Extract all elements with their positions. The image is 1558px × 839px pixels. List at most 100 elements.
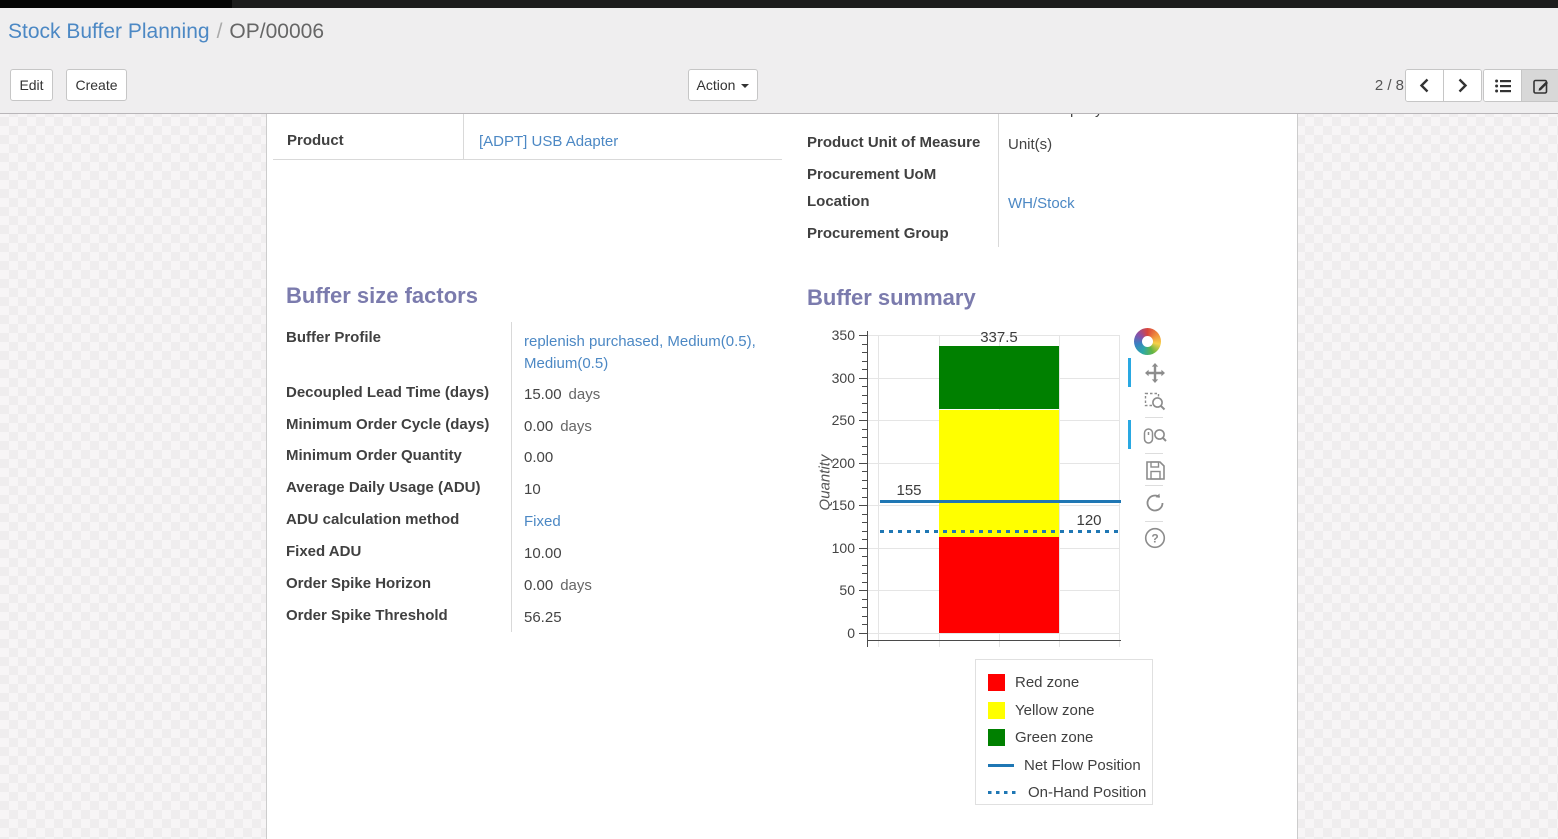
field-separator xyxy=(463,113,464,159)
y-axis-major-tick xyxy=(859,463,867,464)
field-value: 10 xyxy=(524,481,541,498)
chevron-right-icon xyxy=(1458,78,1468,93)
legend-label: Red zone xyxy=(1015,674,1080,692)
action-dropdown-button[interactable]: Action xyxy=(688,69,758,101)
product-value-link[interactable]: [ADPT] USB Adapter xyxy=(479,133,619,150)
y-axis-major-tick xyxy=(859,505,867,506)
y-axis-minor-tick xyxy=(862,565,867,566)
box-zoom-tool-button[interactable] xyxy=(1143,389,1167,413)
breadcrumb-parent-link[interactable]: Stock Buffer Planning xyxy=(8,20,210,43)
form-sheet: YourCompany Product [ADPT] USB Adapter P… xyxy=(266,113,1298,839)
y-axis-minor-tick xyxy=(862,539,867,540)
wheel-zoom-icon xyxy=(1143,428,1167,444)
y-axis-minor-tick xyxy=(862,446,867,447)
save-tool-button[interactable] xyxy=(1143,458,1167,482)
y-axis-minor-tick xyxy=(862,522,867,523)
toolbar-divider xyxy=(1145,453,1163,454)
svg-text:?: ? xyxy=(1151,532,1158,546)
field-value: 0.00 days xyxy=(524,577,592,594)
pager-next-button[interactable] xyxy=(1443,70,1481,101)
list-view-icon xyxy=(1494,79,1511,92)
chevron-left-icon xyxy=(1419,78,1429,93)
field-label: Procurement Group xyxy=(807,225,949,242)
form-view-button[interactable] xyxy=(1521,70,1558,101)
breadcrumb-current: OP/00006 xyxy=(229,20,324,43)
field-label: Location xyxy=(807,193,870,210)
gridline xyxy=(868,633,1119,634)
list-view-button[interactable] xyxy=(1484,70,1521,101)
y-axis-minor-tick xyxy=(862,599,867,600)
bokeh-logo-icon[interactable] xyxy=(1134,328,1161,355)
pan-icon xyxy=(1145,363,1165,383)
field-label: Minimum Order Cycle (days) xyxy=(286,416,490,433)
field-value[interactable]: Fixed xyxy=(524,513,561,530)
breadcrumb: Stock Buffer Planning / OP/00006 xyxy=(8,20,324,44)
y-axis-tick-label: 50 xyxy=(839,582,855,598)
y-axis-tick-label: 100 xyxy=(831,540,855,556)
y-axis-minor-tick xyxy=(862,624,867,625)
y-axis-minor-tick xyxy=(862,607,867,608)
y-axis-minor-tick xyxy=(862,480,867,481)
edit-button[interactable]: Edit xyxy=(10,69,53,101)
field-label: Fixed ADU xyxy=(286,543,362,560)
y-axis-minor-tick xyxy=(862,488,867,489)
wheel-zoom-active-indicator xyxy=(1128,420,1131,449)
net-flow-position-line xyxy=(880,500,1121,503)
y-axis-minor-tick xyxy=(862,361,867,362)
y-axis-minor-tick xyxy=(862,582,867,583)
field-value: 15.00 days xyxy=(524,386,601,403)
red-zone-bar xyxy=(939,537,1059,633)
field-label: Minimum Order Quantity xyxy=(286,447,462,464)
legend-label: Green zone xyxy=(1015,729,1094,747)
y-axis-minor-tick xyxy=(862,429,867,430)
field-label: Procurement UoM xyxy=(807,166,937,183)
chevron-down-icon xyxy=(741,84,750,89)
y-axis-minor-tick xyxy=(862,471,867,472)
legend-box-swatch xyxy=(988,701,1005,719)
pan-tool-button[interactable] xyxy=(1143,361,1167,385)
reset-icon xyxy=(1146,493,1164,512)
wheel-zoom-tool-button[interactable] xyxy=(1143,424,1167,448)
field-value: 56.25 xyxy=(524,609,562,626)
field-value[interactable]: replenish purchased, Medium(0.5), Medium… xyxy=(524,333,756,372)
toolbar-divider xyxy=(1145,485,1163,486)
reset-tool-button[interactable] xyxy=(1143,491,1167,515)
zone-boundary-label: 337.5 xyxy=(980,328,1018,346)
y-axis-tick-label: 0 xyxy=(847,625,855,641)
field-label: Order Spike Threshold xyxy=(286,607,448,624)
create-button[interactable]: Create xyxy=(66,69,127,101)
legend-item: Net Flow Position xyxy=(988,752,1152,780)
y-axis-major-tick xyxy=(859,633,867,634)
field-separator xyxy=(511,322,512,632)
y-axis-major-tick xyxy=(859,548,867,549)
y-axis-minor-tick xyxy=(862,616,867,617)
company-field-partial: YourCompany xyxy=(1008,113,1103,121)
legend-box-swatch xyxy=(988,729,1005,747)
field-value: 10.00 xyxy=(524,545,562,562)
field-value[interactable]: WH/Stock xyxy=(1008,195,1075,212)
field-label: Buffer Profile xyxy=(286,329,382,346)
save-icon xyxy=(1145,460,1165,480)
gridline xyxy=(1059,335,1060,647)
field-label: Product Unit of Measure xyxy=(807,134,981,151)
y-axis-minor-tick xyxy=(862,531,867,532)
gridline xyxy=(1119,335,1120,647)
pager-previous-button[interactable] xyxy=(1406,70,1443,101)
gridline xyxy=(878,335,879,647)
buffer-summary-chart: 050100150200250300350112.5262.5337.51551… xyxy=(806,325,1146,661)
y-axis-tick-label: 350 xyxy=(831,327,855,343)
y-axis-title: Quantity xyxy=(816,454,834,511)
buffer-size-factors-title: Buffer size factors xyxy=(286,283,478,308)
y-axis-tick-label: 150 xyxy=(831,497,855,513)
legend-box-swatch xyxy=(988,674,1005,692)
y-axis-minor-tick xyxy=(862,497,867,498)
legend-label: Yellow zone xyxy=(1015,701,1095,719)
on-hand-position-line xyxy=(880,530,1121,533)
control-panel: Stock Buffer Planning / OP/00006 Edit Crea… xyxy=(0,8,1558,114)
field-label: ADU calculation method xyxy=(286,511,460,528)
help-tool-button[interactable]: ? xyxy=(1143,526,1167,550)
chart-legend: Red zone Yellow zone Green zone Net Flow Po… xyxy=(975,659,1153,805)
y-axis-major-tick xyxy=(859,420,867,421)
unit-suffix: days xyxy=(560,577,592,594)
y-axis-major-tick xyxy=(859,378,867,379)
